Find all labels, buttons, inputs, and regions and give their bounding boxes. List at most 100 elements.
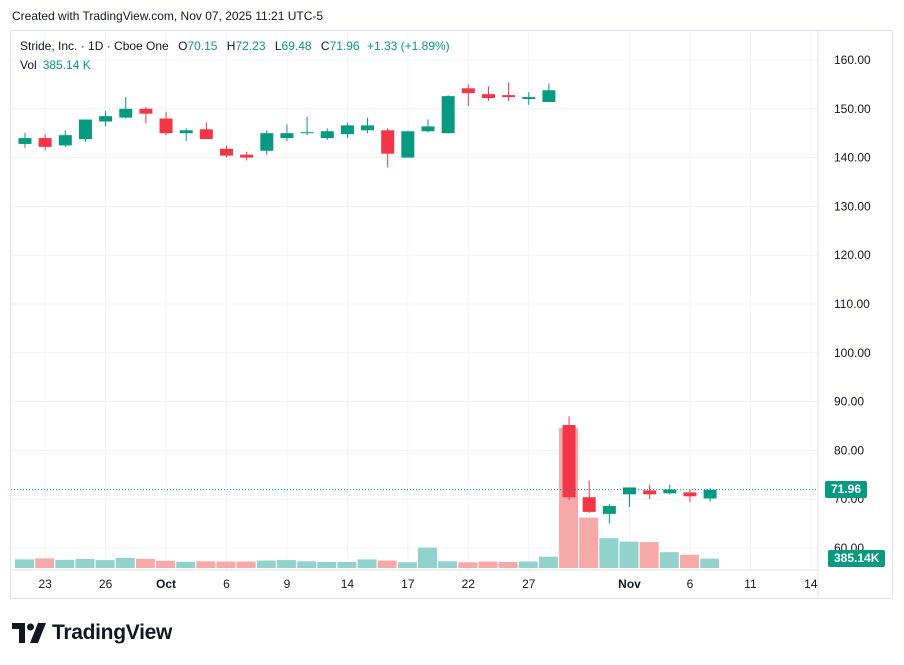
x-tick-label: 23 — [38, 577, 52, 591]
y-tick-label: 120.00 — [834, 248, 871, 262]
volume-bar — [700, 558, 720, 568]
volume-bar — [297, 561, 317, 568]
x-tick-label: 22 — [462, 577, 476, 591]
volume-bar — [317, 562, 337, 568]
volume-legend: Vol 385.14 K — [20, 58, 91, 72]
candle-body — [240, 154, 254, 158]
volume-bar — [15, 559, 34, 568]
candle-body — [542, 90, 556, 102]
candle-body — [139, 108, 153, 114]
x-tick-label: Oct — [156, 577, 176, 591]
candle-body — [119, 108, 133, 118]
volume-bar — [75, 558, 95, 568]
volume-bar — [438, 561, 458, 568]
volume-bar — [236, 561, 256, 568]
volume-bar — [599, 538, 619, 568]
candle-body — [78, 119, 92, 140]
y-tick-label: 90.00 — [834, 395, 864, 409]
candle-body — [38, 138, 52, 147]
volume-bar — [337, 562, 357, 568]
candle-body — [602, 506, 616, 514]
candle-body — [461, 88, 475, 94]
volume-bar — [579, 517, 599, 568]
candle-body — [179, 130, 193, 134]
legend-open-label: O — [178, 39, 188, 53]
tradingview-logo-text: TradingView — [52, 621, 173, 644]
volume-bar — [357, 559, 377, 568]
legend-close-label: C — [320, 39, 330, 53]
legend-open-value: 70.15 — [187, 39, 218, 53]
y-tick-label: 130.00 — [834, 199, 871, 213]
volume-bar — [478, 561, 498, 568]
volume-label: Vol — [20, 58, 37, 72]
x-tick-label: Nov — [618, 577, 641, 591]
tradingview-logo: TradingView — [12, 621, 172, 645]
volume-bar — [55, 559, 75, 568]
candle-body — [703, 489, 717, 499]
volume-tag: 385.14K — [828, 550, 886, 567]
legend-symbol: Stride, Inc. · 1D · Cboe One — [20, 39, 169, 53]
legend-high-label: H — [226, 39, 236, 53]
x-tick-label: 14 — [341, 577, 355, 591]
volume-bar — [35, 558, 55, 568]
x-tick-label: 6 — [687, 577, 694, 591]
candle-body — [441, 96, 455, 134]
candle-body — [663, 489, 677, 494]
x-tick-label: 6 — [223, 577, 230, 591]
legend-change: +1.33 (+1.89%) — [366, 39, 450, 53]
candle-body — [421, 126, 435, 132]
volume-value: 385.14 K — [42, 58, 91, 72]
created-with-text: Created with TradingView.com, Nov 07, 20… — [12, 9, 324, 23]
volume-bar — [95, 560, 115, 568]
y-tick-label: 160.00 — [834, 53, 871, 67]
legend-low-value: 69.48 — [281, 39, 312, 53]
candle-body — [300, 132, 314, 134]
candle-body — [502, 95, 516, 98]
candle-body — [99, 116, 113, 122]
volume-bar — [619, 541, 639, 568]
candle-body — [58, 135, 72, 146]
volume-bar — [216, 561, 236, 568]
volume-bar — [256, 560, 276, 568]
volume-bar — [538, 556, 558, 568]
legend-high-value: 72.23 — [235, 39, 266, 53]
volume-bar — [397, 562, 417, 568]
candle-body — [562, 425, 576, 498]
tradingview-logo-icon — [12, 623, 46, 643]
volume-bar — [115, 557, 135, 568]
candle-body — [18, 138, 32, 144]
volume-bar — [659, 552, 679, 568]
candle-body — [159, 118, 173, 134]
candle-body — [481, 94, 495, 99]
y-tick-label: 140.00 — [834, 151, 871, 165]
candle-body — [340, 125, 354, 135]
candle-body — [582, 497, 596, 512]
y-tick-label: 110.00 — [834, 297, 870, 311]
last-price-tag: 71.96 — [825, 480, 868, 498]
candle-body — [683, 492, 697, 497]
candle-body — [320, 131, 334, 139]
volume-bar — [679, 554, 699, 568]
candle-body — [361, 125, 375, 131]
volume-bar — [176, 561, 196, 568]
y-tick-label: 100.00 — [834, 346, 871, 360]
candle-body — [280, 133, 294, 139]
volume-bar — [196, 561, 216, 568]
candle-body — [220, 148, 233, 156]
volume-bar — [518, 561, 538, 568]
candle-body — [643, 490, 657, 495]
candle-body — [381, 130, 395, 154]
legend-low-label: L — [274, 39, 282, 53]
volume-bar — [276, 560, 296, 568]
candle-body — [199, 129, 213, 140]
candle-body — [623, 487, 636, 495]
volume-bar — [135, 558, 155, 568]
y-tick-label: 80.00 — [834, 443, 864, 457]
volume-bar — [458, 562, 478, 568]
volume-bar — [418, 547, 437, 568]
x-tick-label: 14 — [804, 577, 818, 591]
volume-bar — [377, 560, 397, 568]
x-tick-label: 17 — [401, 577, 415, 591]
x-tick-label: 27 — [522, 577, 536, 591]
